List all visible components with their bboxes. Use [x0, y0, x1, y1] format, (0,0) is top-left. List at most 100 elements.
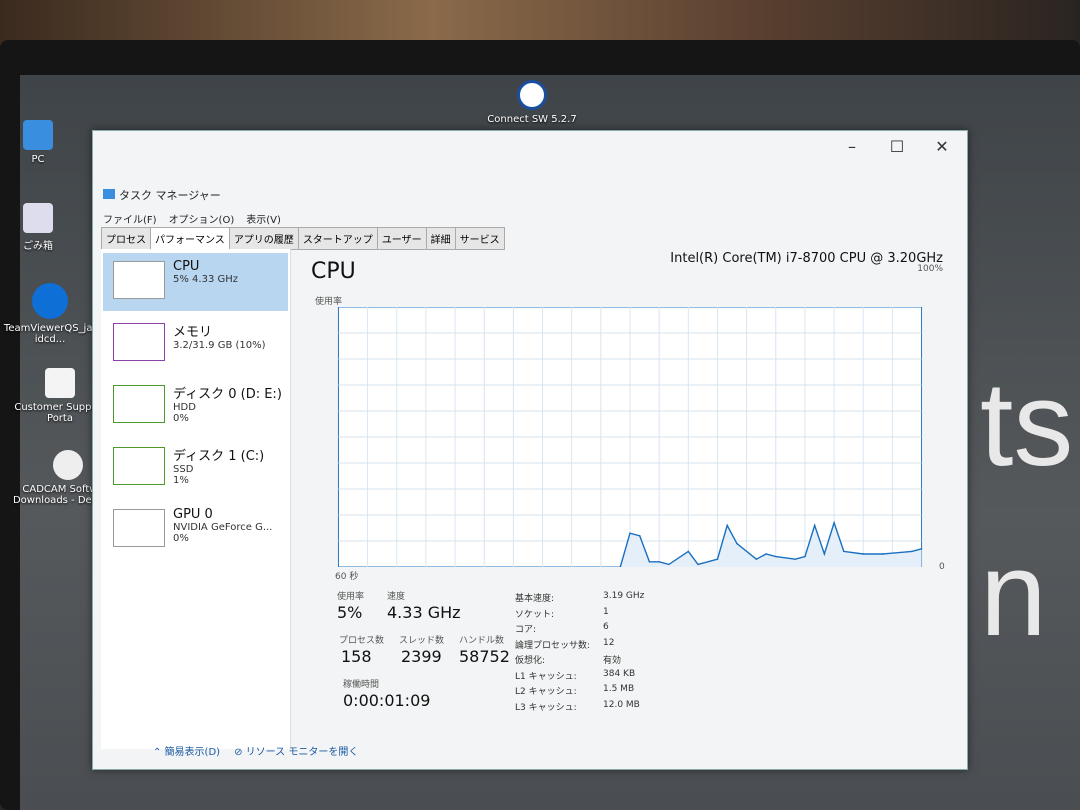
- memory-thumbnail: [113, 323, 165, 361]
- resource-monitor-icon: ⊘: [234, 747, 246, 758]
- footer: ⌃ 簡易表示(D) ⊘ リソース モニターを開く: [153, 743, 358, 758]
- open-resource-monitor-link[interactable]: ⊘ リソース モニターを開く: [234, 747, 359, 758]
- process-count: 158: [341, 647, 372, 666]
- data-point: [668, 563, 670, 566]
- cpu-model: Intel(R) Core(TM) i7-8700 CPU @ 3.20GHz: [670, 251, 943, 266]
- tab-processes[interactable]: プロセス: [101, 227, 151, 250]
- recycle-bin-icon: [23, 203, 53, 233]
- data-point: [862, 553, 864, 555]
- desktop-icon-recycle-bin[interactable]: ごみ箱: [0, 203, 98, 252]
- menu-bar: ファイル(F) オプション(O) 表示(V): [103, 211, 281, 226]
- sidebar-item-disk0[interactable]: ディスク 0 (D: E:) HDD 0%: [103, 377, 288, 435]
- pc-icon: [23, 120, 53, 150]
- tab-performance[interactable]: パフォーマンス: [150, 227, 230, 250]
- close-button[interactable]: ✕: [935, 137, 949, 156]
- data-point: [794, 558, 796, 560]
- speed-value: 4.33 GHz: [387, 603, 461, 622]
- data-point: [833, 522, 835, 524]
- data-point: [911, 550, 913, 553]
- data-point: [755, 558, 758, 560]
- detail-label: L1 キャッシュ:: [515, 671, 577, 682]
- desktop-icon-pc[interactable]: PC: [0, 120, 98, 165]
- detail-value: 1: [603, 606, 609, 617]
- desktop-icon-teamviewer[interactable]: TeamViewerQS_ja-idcd...: [0, 283, 110, 345]
- teamviewer-icon: [32, 283, 68, 319]
- detail-row: 基本速度: 3.19 GHz: [515, 591, 644, 607]
- detail-row: L1 キャッシュ: 384 KB: [515, 669, 644, 685]
- page-title: CPU: [311, 259, 356, 284]
- usage-label: 使用率: [337, 592, 365, 602]
- data-point: [804, 555, 806, 558]
- detail-value: 1.5 MB: [603, 684, 635, 694]
- detail-value: 12.0 MB: [603, 699, 640, 710]
- detail-row: コア: 6: [515, 622, 644, 638]
- detail-label: L3 キャッシュ:: [515, 702, 577, 713]
- data-point: [658, 561, 660, 563]
- disk0-thumbnail: [113, 385, 165, 423]
- menu-options[interactable]: オプション(O): [168, 215, 235, 226]
- cpu-usage-line: [619, 520, 922, 567]
- data-point: [629, 532, 631, 534]
- sidebar-item-memory[interactable]: メモリ 3.2/31.9 GB (10%): [103, 315, 288, 373]
- maximize-button[interactable]: ☐: [889, 137, 905, 156]
- detail-label: 基本速度:: [515, 594, 555, 604]
- tab-services[interactable]: サービス: [454, 227, 505, 250]
- disk1-thumbnail: [113, 447, 165, 485]
- handle-count: 58752: [459, 647, 510, 666]
- detail-label: L2 キャッシュ:: [515, 687, 577, 697]
- data-point: [638, 535, 641, 537]
- tab-startup[interactable]: スタートアップ: [297, 227, 378, 250]
- tab-app-history[interactable]: アプリの履歴: [228, 227, 299, 250]
- window-title: タスク マネージャー: [103, 187, 221, 203]
- dentsply-icon: [53, 450, 83, 480]
- sidebar-item-disk1[interactable]: ディスク 1 (C:) SSD 1%: [103, 439, 288, 497]
- data-point: [697, 563, 699, 566]
- detail-value: 6: [603, 622, 609, 632]
- detail-row: 論理プロセッサ数: 12: [515, 638, 644, 654]
- x-max-label: 0: [939, 562, 945, 572]
- data-point: [736, 542, 738, 545]
- detail-value: 有効: [603, 656, 622, 666]
- cpu-usage-area: [620, 522, 922, 567]
- detail-label: ソケット:: [515, 609, 555, 620]
- data-point: [726, 524, 728, 527]
- uptime-value: 0:00:01:09: [343, 691, 431, 710]
- process-count-label: プロセス数: [339, 636, 385, 646]
- cpu-usage-graph: [337, 307, 923, 567]
- tab-details[interactable]: 詳細: [425, 227, 456, 250]
- x-min-label: 60 秒: [335, 572, 359, 582]
- data-point: [823, 553, 826, 555]
- data-point: [775, 555, 777, 558]
- wallpaper-text-2: n: [980, 527, 1047, 661]
- wallpaper-text: ts: [980, 357, 1074, 491]
- tab-bar: プロセス パフォーマンス アプリの履歴 スタートアップ ユーザー 詳細 サービス: [101, 227, 505, 250]
- minimize-button[interactable]: –: [848, 137, 856, 156]
- data-point: [687, 550, 690, 553]
- task-manager-window: – ☐ ✕ タスク マネージャー ファイル(F) オプション(O) 表示(V) …: [92, 130, 968, 770]
- thread-count-label: スレッド数: [399, 636, 445, 646]
- sidebar-item-cpu[interactable]: CPU 5% 4.33 GHz: [103, 253, 288, 311]
- tab-users[interactable]: ユーザー: [376, 227, 427, 250]
- menu-view[interactable]: 表示(V): [246, 215, 281, 226]
- resource-sidebar: CPU 5% 4.33 GHz メモリ 3.2/31.9 GB (10%) ディスク…: [101, 249, 291, 749]
- y-max-label: 100%: [917, 264, 943, 274]
- desktop-icon-support-portal[interactable]: Customer Support Porta: [0, 368, 120, 424]
- detail-value: 3.19 GHz: [603, 591, 645, 601]
- fewer-details-button[interactable]: ⌃ 簡易表示(D): [153, 747, 221, 758]
- detail-row: L2 キャッシュ: 1.5 MB: [515, 684, 644, 700]
- desktop-icon-connect-sw[interactable]: Connect SW 5.2.7: [472, 80, 592, 125]
- data-point: [813, 524, 816, 527]
- sidebar-item-gpu[interactable]: GPU 0 NVIDIA GeForce G... 0%: [103, 501, 288, 559]
- data-point: [648, 561, 651, 563]
- handle-count-label: ハンドル数: [459, 636, 505, 646]
- gpu-thumbnail: [113, 509, 165, 547]
- detail-row: 仮想化: 有効: [515, 653, 644, 669]
- detail-label: コア:: [515, 625, 537, 635]
- desktop-icon-cadcam[interactable]: CADCAM Software Downloads - Dentsp...: [8, 450, 128, 506]
- cpu-details: 基本速度: 3.19 GHz ソケット: 1 コア: 6 論理プロセッサ数: 12 仮想化: 有効…: [515, 591, 644, 715]
- data-point: [619, 566, 622, 567]
- detail-label: 論理プロセッサ数:: [515, 640, 591, 651]
- thread-count: 2399: [401, 647, 442, 666]
- menu-file[interactable]: ファイル(F): [103, 215, 157, 226]
- task-manager-icon: [103, 189, 115, 199]
